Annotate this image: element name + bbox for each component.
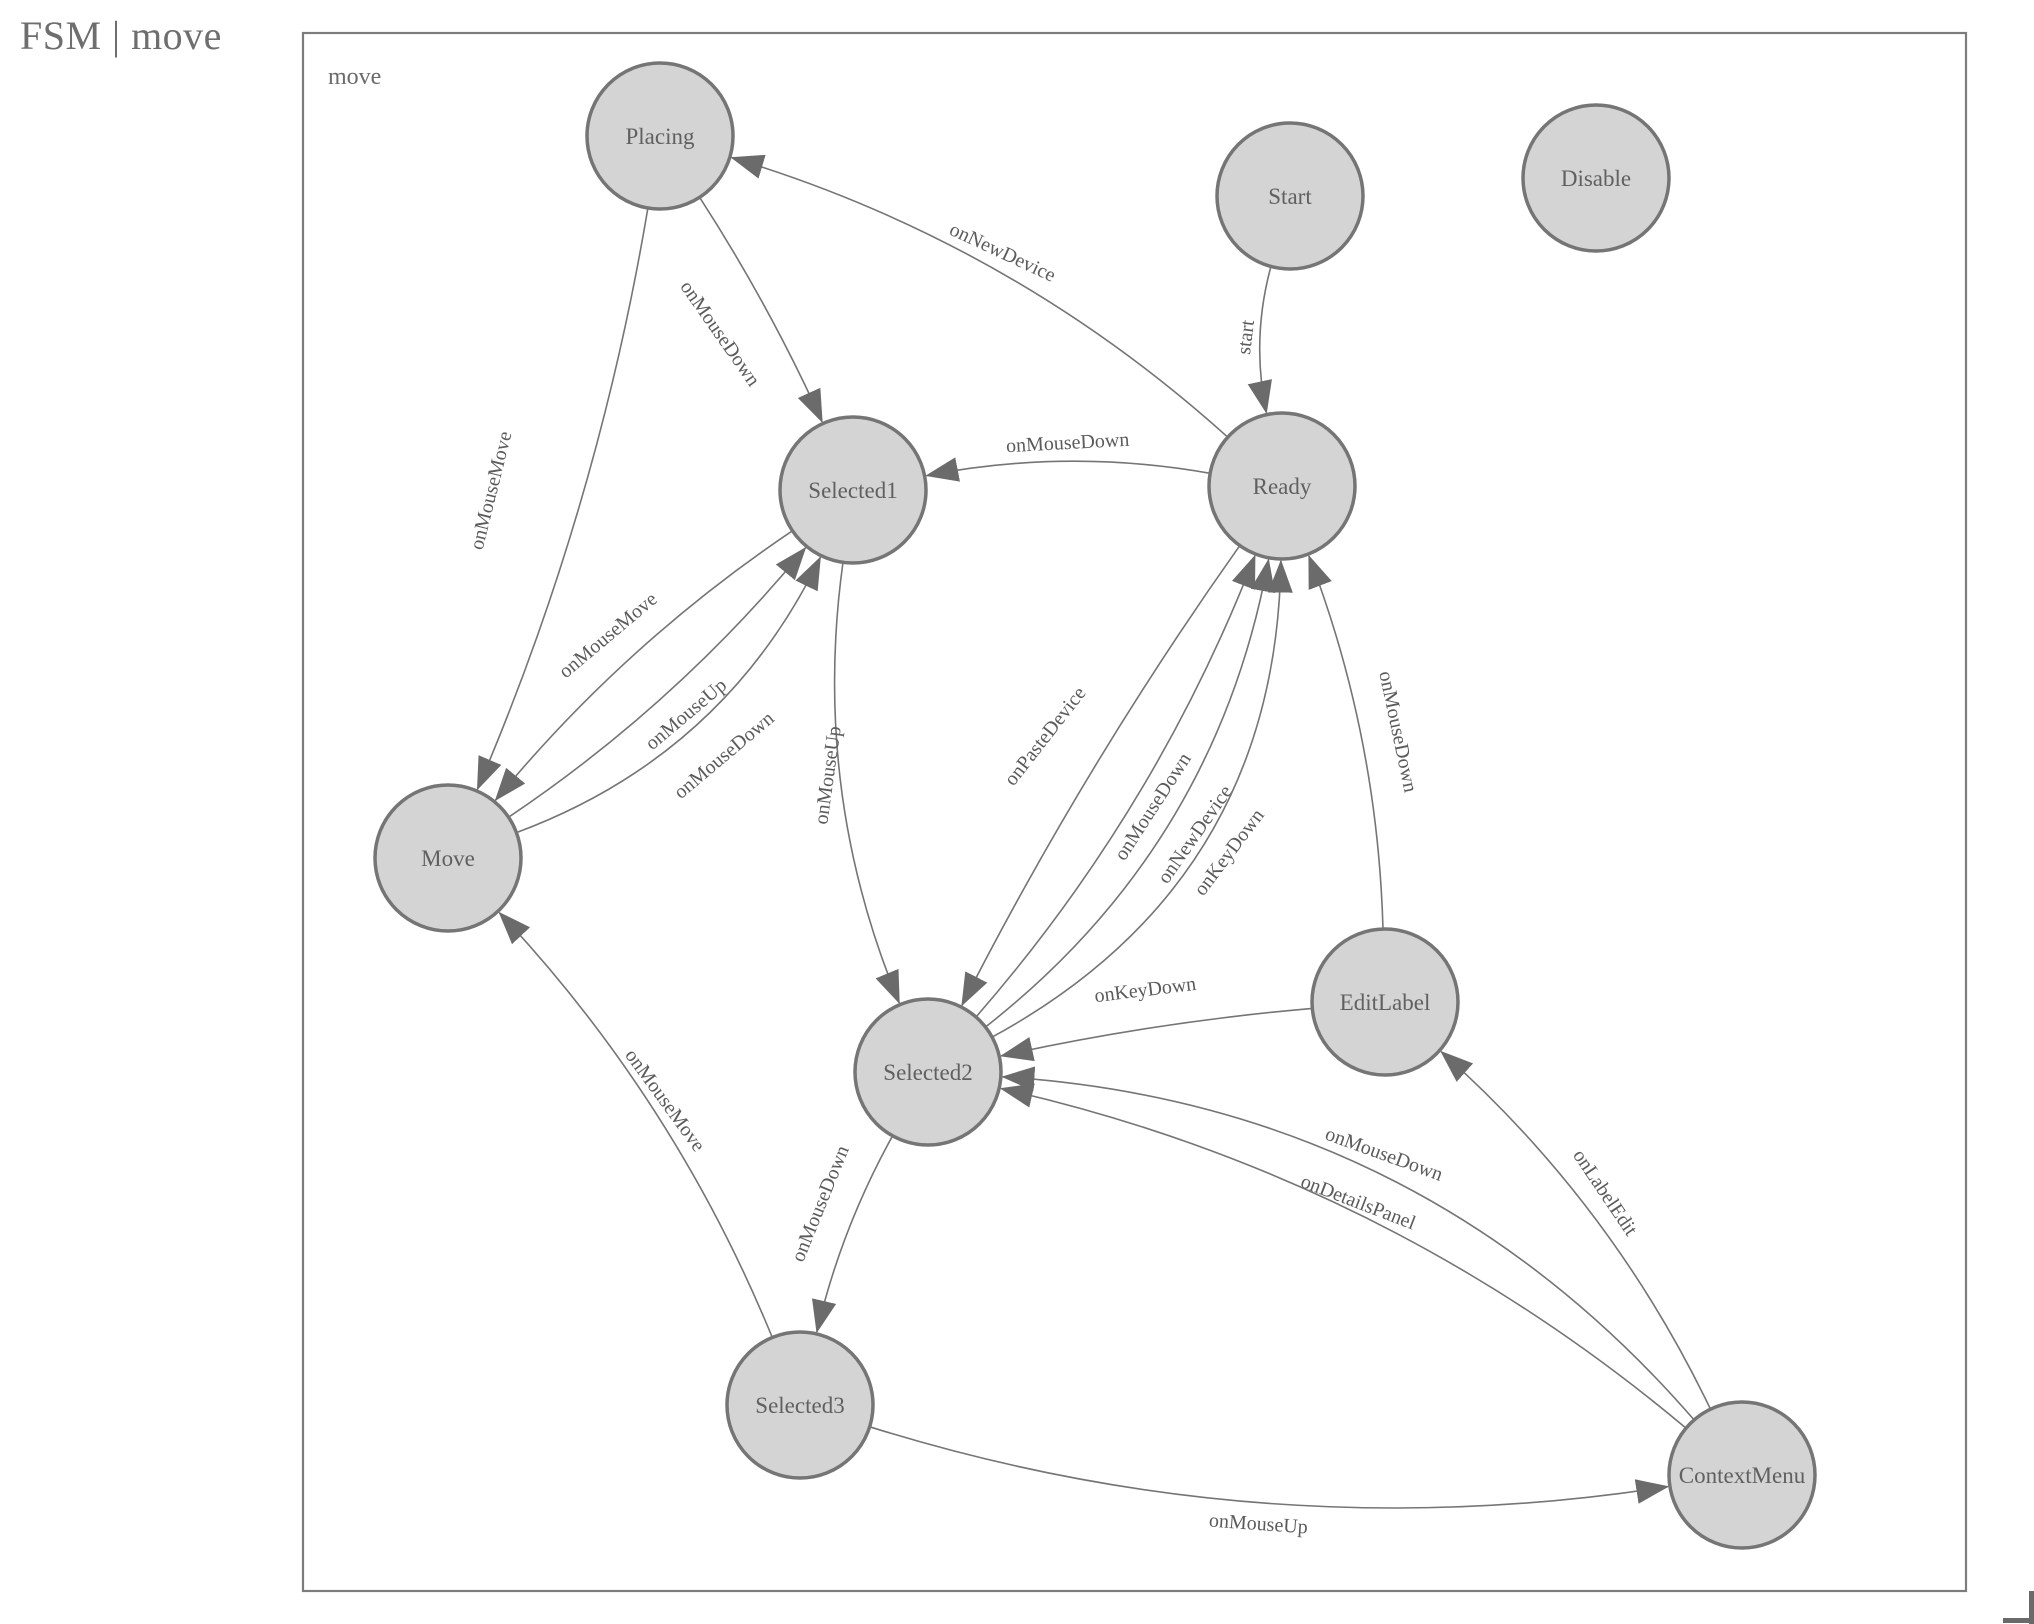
transition-selected2-to-selected3-onMouseDown — [812, 1135, 894, 1334]
transition-contextmenu-to-selected2-onDetailsPanel — [999, 1083, 1687, 1429]
transition-placing-to-selected1-onMouseDown — [698, 196, 823, 423]
state-label-placing: Placing — [626, 124, 695, 149]
transition-selected2-to-ready-onMouseDown — [975, 554, 1256, 1018]
transition-start-to-ready-start — [1247, 266, 1272, 414]
transition-contextmenu-to-selected2-onMouseDown — [1001, 1066, 1695, 1421]
page-title: FSM | move — [20, 13, 222, 58]
state-label-move: Move — [421, 846, 475, 871]
transition-label-start: start — [1233, 318, 1259, 355]
transition-editlabel-to-ready-onMouseDown — [1308, 554, 1384, 930]
transition-selected1-to-move-onMouseMove — [494, 530, 793, 802]
state-label-start: Start — [1268, 184, 1312, 209]
state-label-editlabel: EditLabel — [1340, 990, 1431, 1015]
state-node-move[interactable] — [373, 783, 523, 933]
state-node-selected3[interactable] — [725, 1330, 875, 1480]
state-label-ready: Ready — [1253, 474, 1312, 499]
transition-ready-to-selected1-onMouseDown — [925, 457, 1211, 482]
transition-move-to-selected1-onMouseDown — [516, 556, 822, 834]
state-node-selected1[interactable] — [778, 415, 928, 565]
transition-contextmenu-to-editlabel-onLabelEdit — [1440, 1050, 1712, 1410]
transition-editlabel-to-selected2-onKeyDown — [999, 1007, 1313, 1062]
transition-placing-to-move-onMouseMove — [476, 207, 649, 791]
transition-selected3-to-contextmenu-onMouseUp — [869, 1426, 1670, 1509]
state-node-contextmenu[interactable] — [1667, 1400, 1817, 1550]
state-node-selected2[interactable] — [853, 997, 1003, 1147]
diagram-frame — [301, 31, 1968, 1593]
transition-ready-to-placing-onNewDevice — [730, 154, 1229, 438]
transition-ready-to-selected2-onPasteDevice — [961, 545, 1241, 1007]
state-node-ready[interactable] — [1207, 411, 1357, 561]
transition-selected3-to-move-onMouseMove — [498, 911, 774, 1338]
diagram-frame-label: move — [328, 64, 381, 90]
state-label-contextmenu: ContextMenu — [1679, 1463, 1806, 1488]
state-label-disable: Disable — [1561, 166, 1631, 191]
state-node-placing[interactable] — [585, 61, 735, 211]
state-label-selected2: Selected2 — [883, 1060, 972, 1085]
transition-move-to-selected1-onMouseUp — [508, 546, 807, 818]
state-label-selected3: Selected3 — [755, 1393, 844, 1418]
transition-selected2-to-ready-onKeyDown — [991, 559, 1293, 1038]
state-node-start[interactable] — [1215, 121, 1365, 271]
corner-box-fragment-horizontal — [2003, 1618, 2034, 1623]
transition-selected2-to-ready-onNewDevice — [985, 558, 1275, 1028]
state-node-editlabel[interactable] — [1310, 927, 1460, 1077]
state-node-disable[interactable] — [1521, 103, 1671, 253]
state-label-selected1: Selected1 — [808, 478, 897, 503]
transition-selected1-to-selected2-onMouseUp — [833, 562, 900, 1005]
corner-box-fragment-vertical — [2029, 1591, 2034, 1624]
